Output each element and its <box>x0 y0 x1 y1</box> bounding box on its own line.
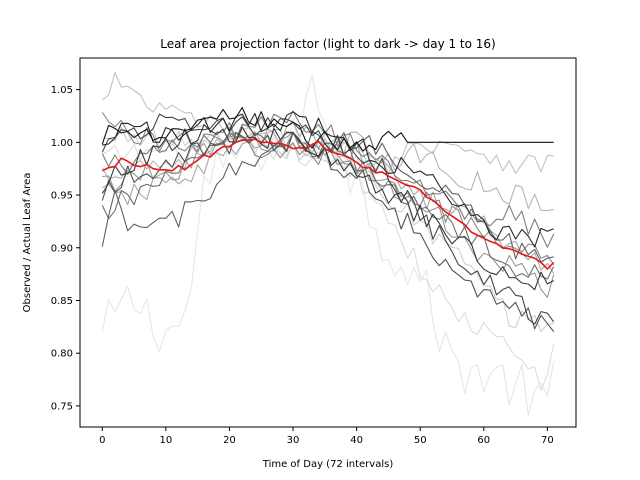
x-tick-label: 30 <box>287 435 300 446</box>
y-axis-label: Observed / Actual Leaf Area <box>22 173 33 313</box>
x-tick-label: 70 <box>541 435 554 446</box>
series-line-day-15 <box>102 111 554 248</box>
y-tick-label: 0.75 <box>51 401 73 412</box>
series-line-mean <box>101 138 555 270</box>
plot-frame <box>79 57 577 428</box>
x-tick-label: 10 <box>159 435 172 446</box>
series-layer <box>101 72 555 416</box>
y-tick-label: 0.95 <box>51 191 73 202</box>
series-line-day-14 <box>101 124 554 291</box>
y-tick-label: 1.00 <box>51 138 73 149</box>
series-line-day-9 <box>101 110 555 248</box>
series-line-day-3 <box>102 126 554 333</box>
series-line-day-12 <box>101 132 555 332</box>
series-line-day-4 <box>101 72 554 176</box>
chart-title: Leaf area projection factor (light to da… <box>160 37 496 51</box>
series-line-day-16 <box>101 106 554 152</box>
plot-area <box>80 58 576 427</box>
x-tick-label: 20 <box>223 435 236 446</box>
x-axis: 0 10 20 30 40 50 60 70 <box>99 427 554 446</box>
y-tick-label: 1.05 <box>51 85 73 96</box>
x-tick-label: 40 <box>350 435 363 446</box>
y-tick-label: 0.80 <box>51 349 73 360</box>
series-line-day-13 <box>101 113 555 325</box>
series-line-day-7 <box>102 131 555 298</box>
mean-layer <box>101 138 555 270</box>
x-tick-label: 50 <box>414 435 427 446</box>
x-tick-label: 0 <box>99 435 105 446</box>
x-tick-label: 60 <box>477 435 490 446</box>
y-tick-label: 0.85 <box>51 296 73 307</box>
x-axis-label: Time of Day (72 intervals) <box>262 459 394 470</box>
series-line-day-1 <box>101 74 555 416</box>
series-line-day-11 <box>101 130 554 263</box>
y-tick-label: 0.90 <box>51 243 73 254</box>
y-axis: 0.75 0.80 0.85 0.90 0.95 1.00 1.05 <box>51 85 80 412</box>
